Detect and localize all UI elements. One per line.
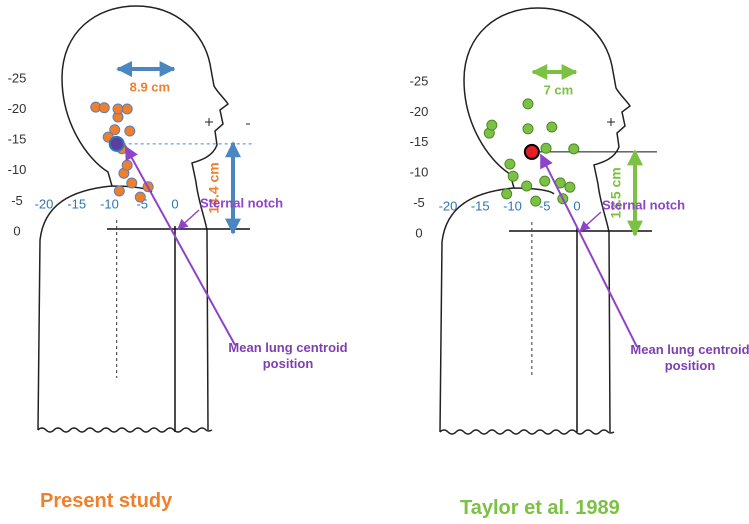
data-point: [521, 180, 533, 192]
data-point: [522, 123, 534, 135]
mean-point: [108, 135, 125, 152]
data-point: [507, 170, 519, 182]
mean-point: [523, 143, 540, 160]
data-point: [540, 142, 552, 154]
data-point: [121, 159, 133, 171]
y-tick-label: -25: [8, 70, 27, 85]
face-detail: [607, 118, 615, 126]
data-point: [109, 124, 121, 136]
landmark-arrow: [579, 211, 602, 232]
vertical-dimension-label: 13.5 cm: [608, 167, 624, 218]
x-tick-label: 0: [573, 198, 580, 213]
panel-title: Present study: [40, 490, 173, 512]
vertical-dimension-label: 14.4 cm: [206, 162, 222, 213]
data-point: [121, 103, 133, 115]
face-detail: [205, 118, 250, 126]
data-point: [530, 195, 542, 207]
y-tick-label: 0: [415, 225, 422, 240]
callout-label: Mean lung centroid position: [630, 342, 749, 373]
x-tick-label: -5: [539, 198, 551, 213]
callout-arrow: [539, 153, 638, 348]
data-point: [546, 121, 558, 133]
x-tick-label: -10: [503, 198, 522, 213]
landmark-arrow: [177, 209, 200, 230]
data-point: [486, 119, 498, 131]
x-tick-label: -15: [471, 198, 490, 213]
horizontal-dimension-label: 8.9 cm: [130, 79, 170, 94]
data-point: [98, 102, 110, 114]
data-point: [113, 185, 125, 197]
y-tick-label: -10: [410, 165, 429, 180]
callout-label: Mean lung centroid position: [228, 340, 348, 371]
data-point: [568, 143, 580, 155]
horizontal-dimension-label: 7 cm: [544, 82, 574, 97]
x-tick-label: -5: [136, 196, 148, 211]
data-point: [501, 188, 513, 200]
y-tick-label: -5: [11, 193, 23, 208]
x-tick-label: 0: [171, 196, 178, 211]
data-point: [124, 125, 136, 137]
x-tick-label: -10: [100, 196, 119, 211]
data-point: [504, 158, 516, 170]
y-tick-label: -15: [410, 134, 429, 149]
landmark-label: Sternal notch: [602, 197, 685, 212]
landmark-label: Sternal notch: [200, 195, 283, 210]
data-point: [539, 175, 551, 187]
y-tick-label: 0: [13, 223, 20, 238]
y-tick-label: -15: [8, 132, 27, 147]
y-tick-label: -10: [8, 162, 27, 177]
x-tick-label: -15: [67, 196, 86, 211]
data-point: [564, 181, 576, 193]
y-tick-label: -20: [410, 104, 429, 119]
data-point: [112, 103, 124, 115]
callout-arrow: [124, 145, 236, 346]
y-tick-label: -5: [413, 195, 425, 210]
data-point: [134, 191, 146, 203]
x-tick-label: -20: [439, 198, 458, 213]
data-point: [522, 98, 534, 110]
y-tick-label: -25: [410, 73, 429, 88]
y-tick-label: -20: [8, 101, 27, 116]
data-point: [126, 177, 138, 189]
panel-title: Taylor et al. 1989: [460, 497, 620, 519]
x-tick-label: -20: [35, 196, 54, 211]
